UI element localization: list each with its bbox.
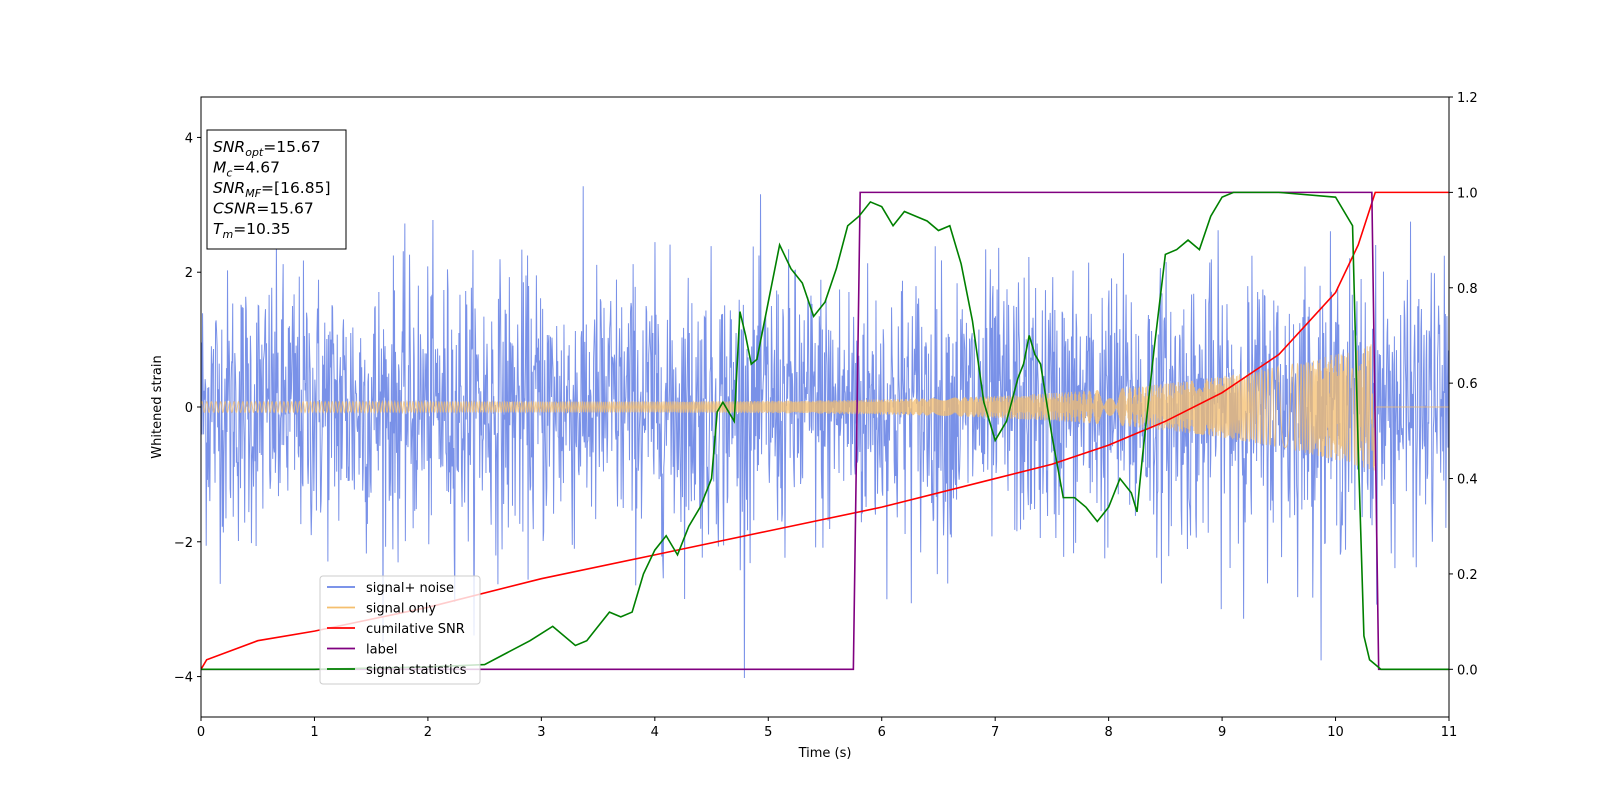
legend-label: label [366,643,397,658]
legend-label: signal statistics [366,663,467,678]
x-tick-label: 5 [764,725,772,740]
annotation-line: SNRopt=15.67 [213,138,321,159]
legend-label: signal+ noise [366,581,454,596]
y-left-tick-label: −4 [174,671,193,686]
x-tick-label: 9 [1218,725,1226,740]
y-left-tick-label: 0 [185,401,193,416]
x-tick-label: 4 [651,725,659,740]
series-signal-statistics [201,191,1449,671]
x-tick-label: 11 [1441,725,1458,740]
series-signal-only [201,344,1449,471]
x-tick-label: 7 [991,725,999,740]
x-tick-label: 3 [537,725,545,740]
x-tick-label: 0 [197,725,205,740]
series-layer [201,186,1449,679]
x-tick-label: 10 [1327,725,1344,740]
x-tick-label: 2 [424,725,432,740]
legend: signal+ noise signal only cumilative SNR la… [319,575,481,685]
y-right-tick-label: 1.0 [1457,186,1478,201]
annotation-box: SNRopt=15.67Mc=4.67SNRMF=[16.85]CSNR=15.… [206,129,347,250]
y-axis-title: Whitened strain [150,355,165,458]
x-tick-label: 6 [878,725,886,740]
x-tick-label: 1 [310,725,318,740]
x-axis-title: Time (s) [798,746,852,761]
legend-label: signal only [366,602,436,617]
annotation-line: Tm=10.35 [213,220,291,241]
y-right-tick-label: 0.0 [1457,663,1478,678]
annotation-line: CSNR=15.67 [213,200,314,218]
legend-label: cumilative SNR [366,622,465,637]
series-cumilative-snr [201,191,1449,670]
y-right-tick-label: 0.6 [1457,377,1478,392]
x-tick-label: 8 [1104,725,1112,740]
annotation-line: Mc=4.67 [213,159,280,180]
annotation-frame [206,129,347,250]
y-right-tick-label: 0.4 [1457,473,1478,488]
axes-layer: 0 1 2 3 4 5 6 7 8 9 10 11 −4 −2 0 2 4 0.0 0.2 0.4 0.6 0.8 1.0 1… [174,91,1478,740]
y-left-tick-label: 2 [185,266,193,281]
y-right-tick-label: 1.2 [1457,91,1478,106]
y-left-tick-label: 4 [185,131,193,146]
y-right-tick-label: 0.8 [1457,282,1478,297]
annotation-line: SNRMF=[16.85] [213,179,331,200]
legend-frame [319,575,481,685]
y-left-tick-label: −2 [174,536,193,551]
y-right-tick-label: 0.2 [1457,568,1478,583]
